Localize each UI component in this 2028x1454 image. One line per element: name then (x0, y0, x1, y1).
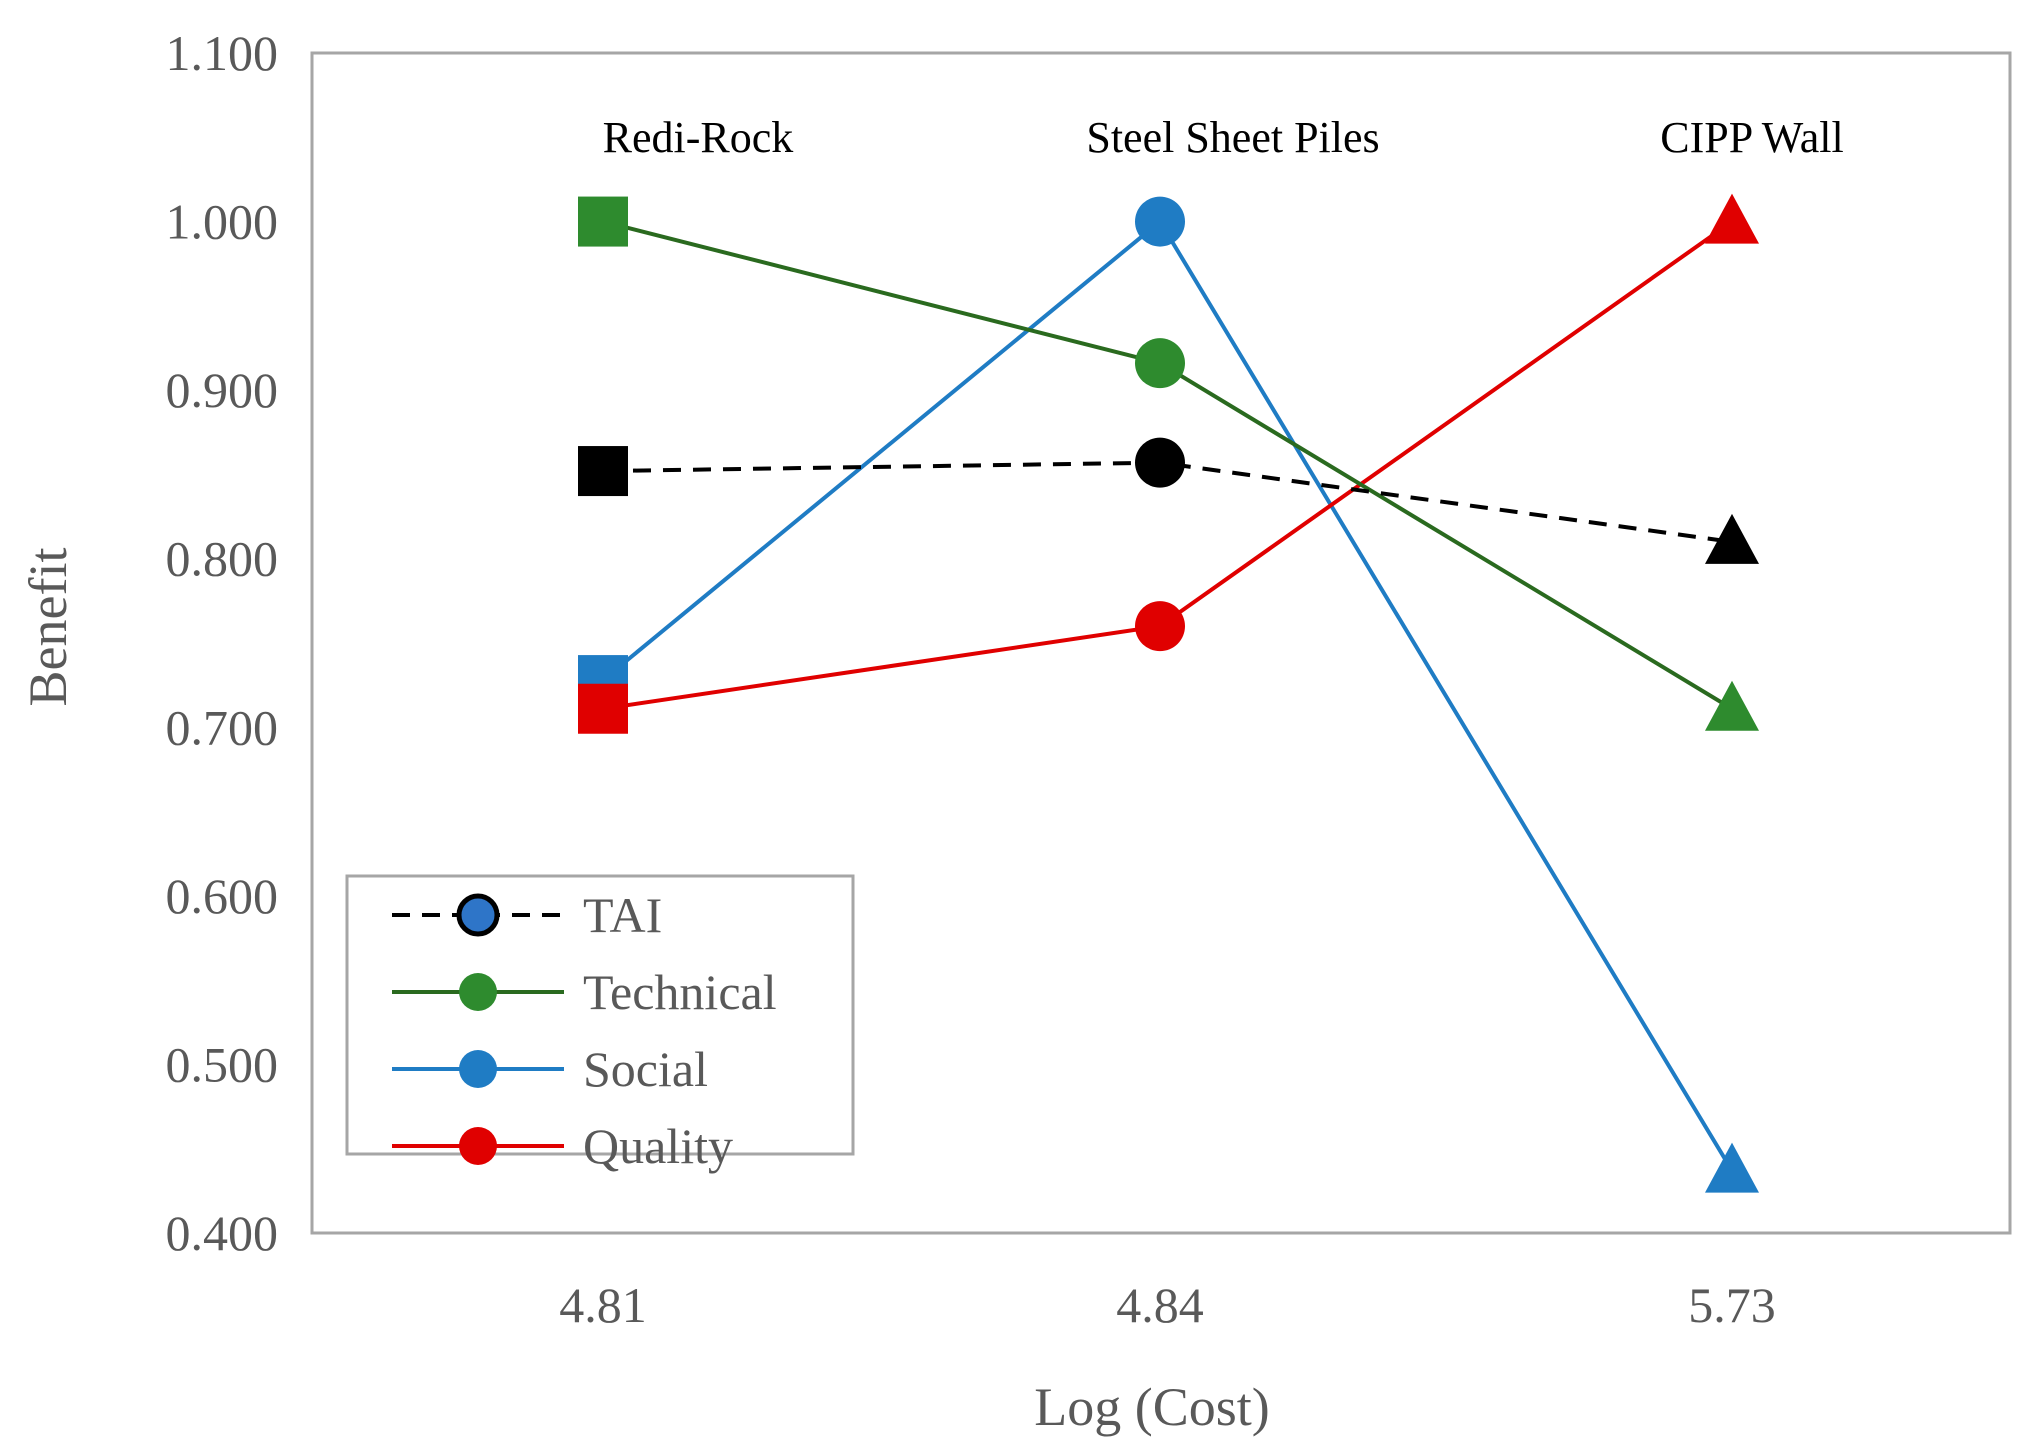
data-point-social (1135, 196, 1185, 247)
x-axis-title: Log (Cost) (1034, 1377, 1270, 1437)
data-point-quality (1705, 193, 1759, 244)
legend-label: Technical (583, 964, 777, 1020)
x-tick-label: 5.73 (1688, 1277, 1776, 1333)
data-point-tai (1135, 437, 1185, 488)
y-axis-title: Benefit (18, 548, 78, 707)
y-tick-label: 0.600 (166, 868, 279, 924)
y-tick-label: 0.800 (166, 531, 279, 587)
point-label: Steel Sheet Piles (1086, 113, 1379, 162)
y-tick-label: 0.900 (166, 362, 279, 418)
legend-label: TAI (583, 887, 662, 943)
y-tick-label: 0.700 (166, 699, 279, 755)
data-point-technical (1705, 680, 1759, 731)
data-point-quality (1135, 601, 1185, 652)
point-label: CIPP Wall (1660, 113, 1844, 162)
y-tick-label: 0.500 (166, 1036, 279, 1092)
point-label: Redi-Rock (603, 113, 794, 162)
legend-marker-technical (459, 973, 497, 1011)
x-tick-label: 4.81 (559, 1277, 647, 1333)
legend-marker-tai (456, 893, 500, 937)
data-point-tai (1705, 513, 1759, 564)
data-point-social (1705, 1142, 1759, 1193)
legend-label: Social (583, 1041, 708, 1097)
data-point-tai (578, 446, 628, 497)
data-point-quality (578, 683, 628, 734)
legend-marker-social (459, 1050, 497, 1088)
y-tick-label: 1.100 (166, 25, 279, 81)
plot-area (310, 51, 2012, 1235)
legend (345, 874, 855, 1156)
y-tick-label: 1.000 (166, 194, 279, 250)
data-point-technical (1135, 338, 1185, 389)
x-tick-label: 4.84 (1116, 1277, 1204, 1333)
legend-label: Quality (583, 1118, 733, 1174)
legend-marker-quality (459, 1127, 497, 1165)
y-tick-label: 0.400 (166, 1205, 279, 1261)
data-point-technical (578, 196, 628, 247)
